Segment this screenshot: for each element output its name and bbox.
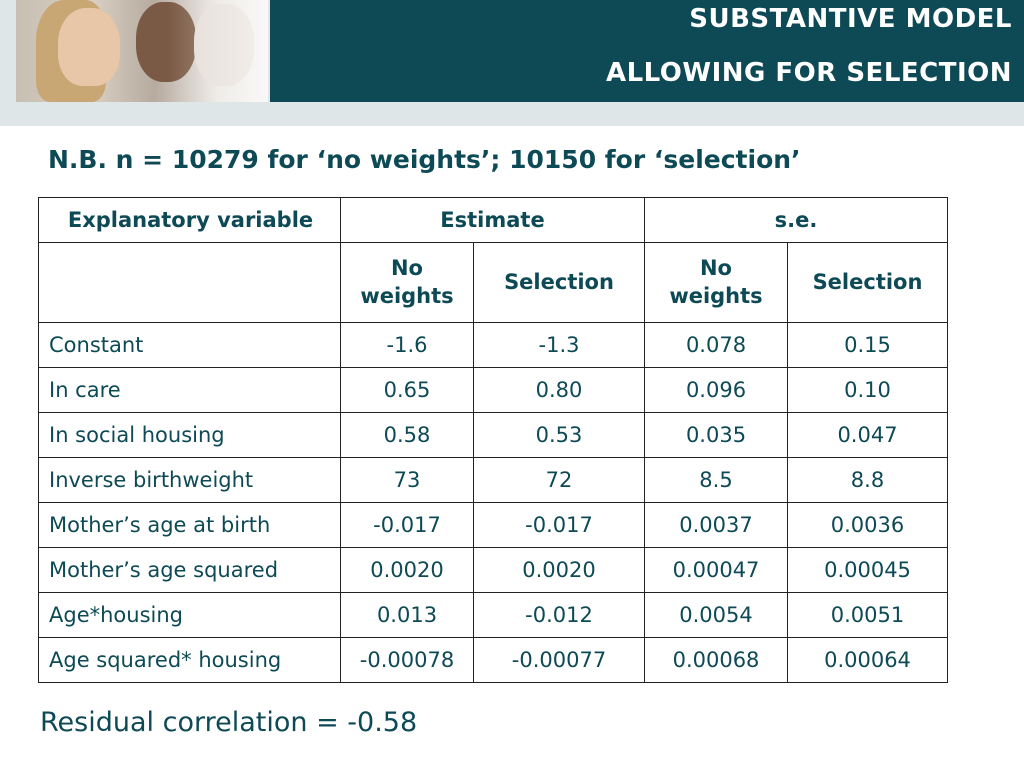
cell-se-selection: 0.00045 xyxy=(787,547,948,593)
cell-se-selection: 0.15 xyxy=(787,322,948,368)
cell-est-selection: -0.017 xyxy=(473,502,645,548)
cell-variable: Age*housing xyxy=(38,592,341,638)
cell-se-selection: 0.047 xyxy=(787,412,948,458)
cell-variable: Mother’s age at birth xyxy=(38,502,341,548)
cell-se-no-weights: 0.00047 xyxy=(644,547,788,593)
cell-est-selection: -1.3 xyxy=(473,322,645,368)
subheader-se-no-weights: No weights xyxy=(644,242,788,323)
cell-se-no-weights: 0.0054 xyxy=(644,592,788,638)
cell-se-selection: 0.0051 xyxy=(787,592,948,638)
header: SUBSTANTIVE MODEL ALLOWING FOR SELECTION xyxy=(0,0,1024,104)
cell-variable: Constant xyxy=(38,322,341,368)
header-photo xyxy=(16,0,268,102)
cell-variable: In social housing xyxy=(38,412,341,458)
table-row: Mother’s age at birth -0.017 -0.017 0.00… xyxy=(38,502,948,548)
cell-se-no-weights: 0.0037 xyxy=(644,502,788,548)
cell-se-no-weights: 0.078 xyxy=(644,322,788,368)
cell-se-no-weights: 8.5 xyxy=(644,457,788,503)
cell-est-no-weights: -1.6 xyxy=(340,322,474,368)
header-estimate: Estimate xyxy=(340,197,645,243)
subheader-est-no-weights: No weights xyxy=(340,242,474,323)
header-strip xyxy=(0,102,1024,126)
cell-est-selection: 0.0020 xyxy=(473,547,645,593)
subheader-empty xyxy=(38,242,341,323)
cell-est-selection: 72 xyxy=(473,457,645,503)
cell-est-no-weights: 0.65 xyxy=(340,367,474,413)
cell-se-no-weights: 0.035 xyxy=(644,412,788,458)
results-table: Explanatory variable Estimate s.e. No we… xyxy=(38,197,948,683)
slide-title-line-2: ALLOWING FOR SELECTION xyxy=(605,58,1012,88)
sample-size-note: N.B. n = 10279 for ‘no weights’; 10150 f… xyxy=(48,145,801,174)
header-band xyxy=(270,0,1024,102)
table-row: In care 0.65 0.80 0.096 0.10 xyxy=(38,367,948,413)
cell-se-selection: 0.10 xyxy=(787,367,948,413)
table-header-row: Explanatory variable Estimate s.e. xyxy=(38,197,948,243)
cell-est-no-weights: -0.017 xyxy=(340,502,474,548)
cell-est-no-weights: 0.58 xyxy=(340,412,474,458)
table-row: Constant -1.6 -1.3 0.078 0.15 xyxy=(38,322,948,368)
cell-est-selection: -0.00077 xyxy=(473,637,645,683)
subheader-se-selection: Selection xyxy=(787,242,948,323)
cell-se-no-weights: 0.00068 xyxy=(644,637,788,683)
cell-variable: Age squared* housing xyxy=(38,637,341,683)
cell-est-no-weights: 0.0020 xyxy=(340,547,474,593)
cell-se-no-weights: 0.096 xyxy=(644,367,788,413)
cell-se-selection: 8.8 xyxy=(787,457,948,503)
slide-title-line-1: SUBSTANTIVE MODEL xyxy=(689,4,1012,34)
table-row: In social housing 0.58 0.53 0.035 0.047 xyxy=(38,412,948,458)
cell-se-selection: 0.0036 xyxy=(787,502,948,548)
photo-shade xyxy=(16,0,268,102)
table-row: Age squared* housing -0.00078 -0.00077 0… xyxy=(38,637,948,683)
table-subheader-row: No weights Selection No weights Selectio… xyxy=(38,242,948,323)
cell-est-selection: 0.80 xyxy=(473,367,645,413)
cell-est-no-weights: -0.00078 xyxy=(340,637,474,683)
cell-variable: Mother’s age squared xyxy=(38,547,341,593)
subheader-est-selection: Selection xyxy=(473,242,645,323)
cell-est-selection: 0.53 xyxy=(473,412,645,458)
header-explanatory-variable: Explanatory variable xyxy=(38,197,341,243)
cell-est-no-weights: 0.013 xyxy=(340,592,474,638)
header-se: s.e. xyxy=(644,197,948,243)
table-row: Inverse birthweight 73 72 8.5 8.8 xyxy=(38,457,948,503)
table-row: Age*housing 0.013 -0.012 0.0054 0.0051 xyxy=(38,592,948,638)
cell-variable: In care xyxy=(38,367,341,413)
cell-est-selection: -0.012 xyxy=(473,592,645,638)
cell-variable: Inverse birthweight xyxy=(38,457,341,503)
cell-est-no-weights: 73 xyxy=(340,457,474,503)
residual-correlation-text: Residual correlation = -0.58 xyxy=(40,707,418,738)
cell-se-selection: 0.00064 xyxy=(787,637,948,683)
table-row: Mother’s age squared 0.0020 0.0020 0.000… xyxy=(38,547,948,593)
